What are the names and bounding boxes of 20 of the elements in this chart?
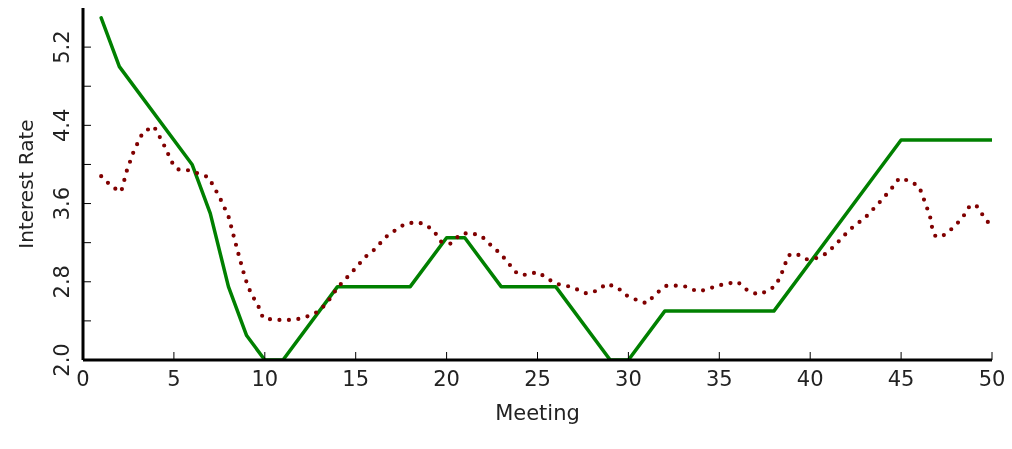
x-tick-label: 40 <box>796 367 824 391</box>
line-series <box>99 124 992 323</box>
y-axis-title: Interest Rate <box>14 119 39 249</box>
x-tick-label: 15 <box>342 367 370 391</box>
x-tick-label: 0 <box>76 367 90 391</box>
x-axis-title: Meeting <box>495 401 580 425</box>
y-tick-label: 5.2 <box>50 30 74 64</box>
x-tick-label: 20 <box>433 367 460 391</box>
x-tick-label: 45 <box>887 367 915 391</box>
x-tick-label: 50 <box>978 367 1006 391</box>
y-tick-label: 2.8 <box>50 265 74 299</box>
y-tick-label: 4.4 <box>50 108 74 143</box>
x-tick-label: 5 <box>167 367 181 391</box>
x-tick-label: 25 <box>524 367 551 391</box>
x-tick-label: 30 <box>615 367 642 391</box>
line-series <box>99 16 992 360</box>
x-tick-label: 10 <box>251 367 279 391</box>
y-tick-label: 2.0 <box>50 343 74 377</box>
x-tick-label: 35 <box>705 367 733 391</box>
y-tick-label: 3.6 <box>50 186 74 221</box>
